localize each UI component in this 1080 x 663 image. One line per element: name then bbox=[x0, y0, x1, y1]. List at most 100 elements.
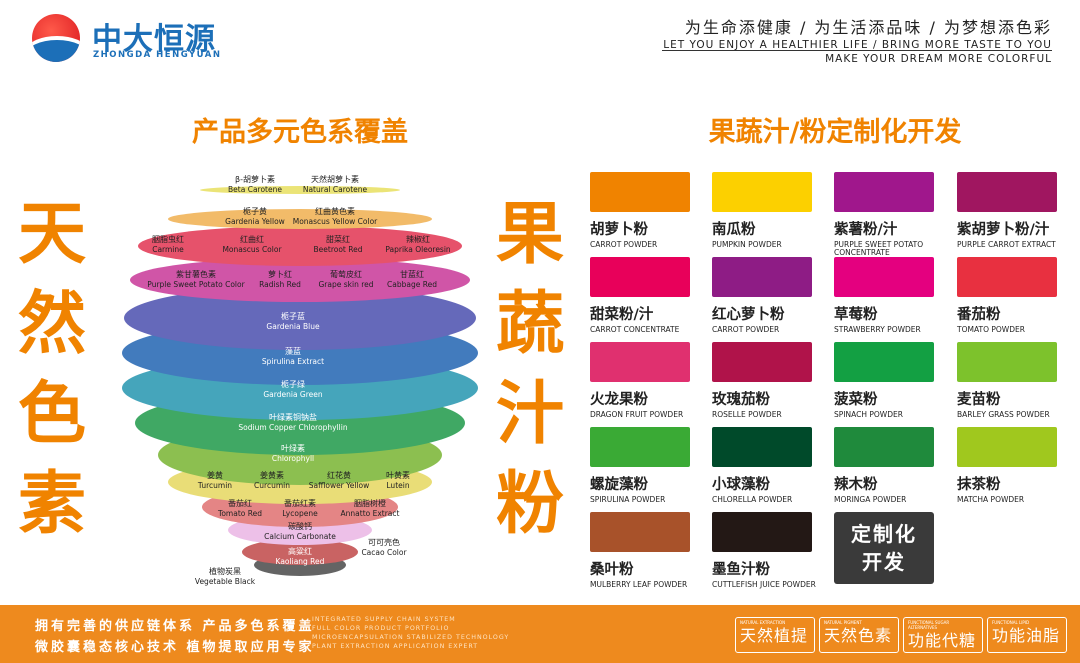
product-name-en: PURPLE CARROT EXTRACT bbox=[957, 240, 1056, 249]
product-card: 螺旋藻粉 SPIRULINA POWDER bbox=[590, 427, 690, 504]
product-name-en: CHLORELLA POWDER bbox=[712, 495, 793, 504]
color-swatch bbox=[590, 427, 690, 467]
vertical-title-left: 天然色素 bbox=[17, 195, 86, 544]
product-name-en: CARROT POWDER bbox=[712, 325, 780, 334]
product-name-cn: 小球藻粉 bbox=[712, 477, 770, 493]
product-name-en: CUTTLEFISH JUICE POWDER bbox=[712, 580, 816, 589]
product-card: 草莓粉 STRAWBERRY POWDER bbox=[834, 257, 934, 334]
pigment-label: 胭脂虫红 Carmine bbox=[152, 235, 184, 254]
product-name-cn: 草莓粉 bbox=[834, 307, 878, 323]
color-swatch bbox=[712, 172, 812, 212]
layer-gardenia-blue bbox=[124, 286, 476, 350]
footer-tagline-2: 微胶囊稳态核心技术 植物提取应用专家 bbox=[35, 640, 315, 655]
pigment-label: 甜菜红 Beetroot Red bbox=[313, 235, 363, 254]
product-card: 菠菜粉 SPINACH POWDER bbox=[834, 342, 934, 419]
layer-purple bbox=[130, 258, 470, 302]
product-name-cn: 火龙果粉 bbox=[590, 392, 648, 408]
pigment-label: 植物炭黑 Vegetable Black bbox=[194, 567, 256, 586]
pigment-label: 可可壳色 Cacao Color bbox=[361, 538, 407, 557]
product-card: 红心萝卜粉 CARROT POWDER bbox=[712, 257, 812, 334]
product-card: 紫薯粉/汁 PURPLE SWEET POTATO CONCENTRATE bbox=[834, 172, 934, 257]
divider bbox=[662, 50, 1052, 51]
footer-bar: 拥有完善的供应链体系 产品多色系覆盖 微胶囊稳态核心技术 植物提取应用专家 IN… bbox=[0, 605, 1080, 663]
pigment-label: 天然胡萝卜素 Natural Carotene bbox=[302, 175, 368, 194]
product-name-cn: 胡萝卜粉 bbox=[590, 222, 648, 238]
slogan-en-1: LET YOU ENJOY A HEALTHIER LIFE / BRING M… bbox=[663, 39, 1052, 51]
layer-gardenia-yellow bbox=[168, 209, 432, 229]
logo-text: 中大恒源 bbox=[92, 22, 216, 57]
color-swatch bbox=[957, 257, 1057, 297]
product-name-en: SPINACH POWDER bbox=[834, 410, 903, 419]
pigment-label: 胭脂树橙 Annatto Extract bbox=[340, 499, 400, 518]
pigment-label: 碳酸钙 Calcium Carbonate bbox=[264, 522, 336, 541]
pigment-label: 栀子黄 Gardenia Yellow bbox=[225, 207, 285, 226]
product-name-cn: 墨鱼汁粉 bbox=[712, 562, 770, 578]
product-name-en: BARLEY GRASS POWDER bbox=[957, 410, 1050, 419]
product-card: 南瓜粉 PUMPKIN POWDER bbox=[712, 172, 812, 249]
logo-icon bbox=[32, 14, 80, 62]
pigment-label: 萝卜红 Radish Red bbox=[259, 270, 301, 289]
product-name-cn: 麦苗粉 bbox=[957, 392, 1001, 408]
product-card: 火龙果粉 DRAGON FRUIT POWDER bbox=[590, 342, 690, 419]
footer-tagline-1: 拥有完善的供应链体系 产品多色系覆盖 bbox=[35, 619, 315, 634]
product-name-cn: 紫胡萝卜粉/汁 bbox=[957, 222, 1050, 238]
pigment-label: 辣椒红 Paprika Oleoresin bbox=[385, 235, 451, 254]
color-swatch bbox=[957, 427, 1057, 467]
product-name-cn: 紫薯粉/汁 bbox=[834, 222, 898, 238]
color-swatch bbox=[834, 172, 934, 212]
product-name-en: CARROT CONCENTRATE bbox=[590, 325, 680, 334]
vertical-title-right: 果蔬汁粉 bbox=[495, 195, 564, 544]
pigment-label: 番茄红素 Lycopene bbox=[282, 499, 318, 518]
product-name-en: SPIRULINA POWDER bbox=[590, 495, 666, 504]
layer-carotene bbox=[200, 186, 400, 194]
product-name-en: MORINGA POWDER bbox=[834, 495, 907, 504]
color-swatch bbox=[834, 342, 934, 382]
color-swatch bbox=[957, 172, 1057, 212]
color-swatch bbox=[834, 427, 934, 467]
color-swatch bbox=[590, 512, 690, 552]
badge-functional-lipid: FUNCTIONAL LIPID 功能油脂 bbox=[987, 617, 1067, 653]
badge-functional-sugar: FUNCTIONAL SUGAR ALTERNATIVES 功能代糖 bbox=[903, 617, 983, 653]
pigment-label: 栀子绿 Gardenia Green bbox=[263, 380, 323, 399]
color-swatch bbox=[834, 257, 934, 297]
product-name-en: MATCHA POWDER bbox=[957, 495, 1025, 504]
product-name-cn: 菠菜粉 bbox=[834, 392, 878, 408]
product-name-en: MULBERRY LEAF POWDER bbox=[590, 580, 688, 589]
product-name-en: DRAGON FRUIT POWDER bbox=[590, 410, 684, 419]
pigment-label: 高粱红 Kaoliang Red bbox=[275, 547, 325, 566]
pigment-label: 红花黄 Safflower Yellow bbox=[308, 471, 370, 490]
product-card: 甜菜粉/汁 CARROT CONCENTRATE bbox=[590, 257, 690, 334]
product-card: 胡萝卜粉 CARROT POWDER bbox=[590, 172, 690, 249]
pigment-label: 红曲红 Monascus Color bbox=[222, 235, 282, 254]
pigment-label: 栀子蓝 Gardenia Blue bbox=[266, 312, 320, 331]
pigment-label: 姜黄 Turcumin bbox=[197, 471, 233, 490]
left-section-title: 产品多元色系覆盖 bbox=[192, 117, 408, 148]
slogan-cn: 为生命添健康 / 为生活添品味 / 为梦想添色彩 bbox=[684, 18, 1052, 37]
pigment-label: β-胡萝卜素 Beta Carotene bbox=[228, 175, 282, 194]
pigment-label: 紫甘薯色素 Purple Sweet Potato Color bbox=[147, 270, 245, 289]
footer-en-list: INTEGRATED SUPPLY CHAIN SYSTEM FULL COLOR… bbox=[312, 616, 510, 650]
layer-red bbox=[138, 226, 462, 266]
pigment-label: 番茄红 Tomato Red bbox=[218, 499, 262, 518]
product-card: 辣木粉 MORINGA POWDER bbox=[834, 427, 934, 504]
product-name-cn: 红心萝卜粉 bbox=[712, 307, 785, 323]
product-name-cn: 番茄粉 bbox=[957, 307, 1001, 323]
badge-natural-extraction: NATURAL EXTRACTION 天然植提 bbox=[735, 617, 815, 653]
color-swatch bbox=[957, 342, 1057, 382]
product-name-cn: 桑叶粉 bbox=[590, 562, 634, 578]
product-card: 紫胡萝卜粉/汁 PURPLE CARROT EXTRACT bbox=[957, 172, 1057, 249]
pigment-label: 叶绿素 Chlorophyll bbox=[271, 444, 315, 463]
product-card: 番茄粉 TOMATO POWDER bbox=[957, 257, 1057, 334]
product-card: 玫瑰茄粉 ROSELLE POWDER bbox=[712, 342, 812, 419]
custom-development-button[interactable]: 定制化 开发 bbox=[834, 512, 934, 584]
product-card: 小球藻粉 CHLORELLA POWDER bbox=[712, 427, 812, 504]
pigment-label: 藻蓝 Spirulina Extract bbox=[261, 347, 325, 366]
color-spectrum-diagram bbox=[122, 186, 478, 576]
color-swatch bbox=[712, 342, 812, 382]
pigment-label: 葡萄皮红 Grape skin red bbox=[318, 270, 374, 289]
slogan-en-2: MAKE YOUR DREAM MORE COLORFUL bbox=[825, 53, 1052, 65]
product-name-cn: 辣木粉 bbox=[834, 477, 878, 493]
color-swatch bbox=[712, 427, 812, 467]
pigment-label: 甘蓝红 Cabbage Red bbox=[387, 270, 437, 289]
logo-subtitle: ZHONGDA HENGYUAN bbox=[93, 50, 222, 60]
